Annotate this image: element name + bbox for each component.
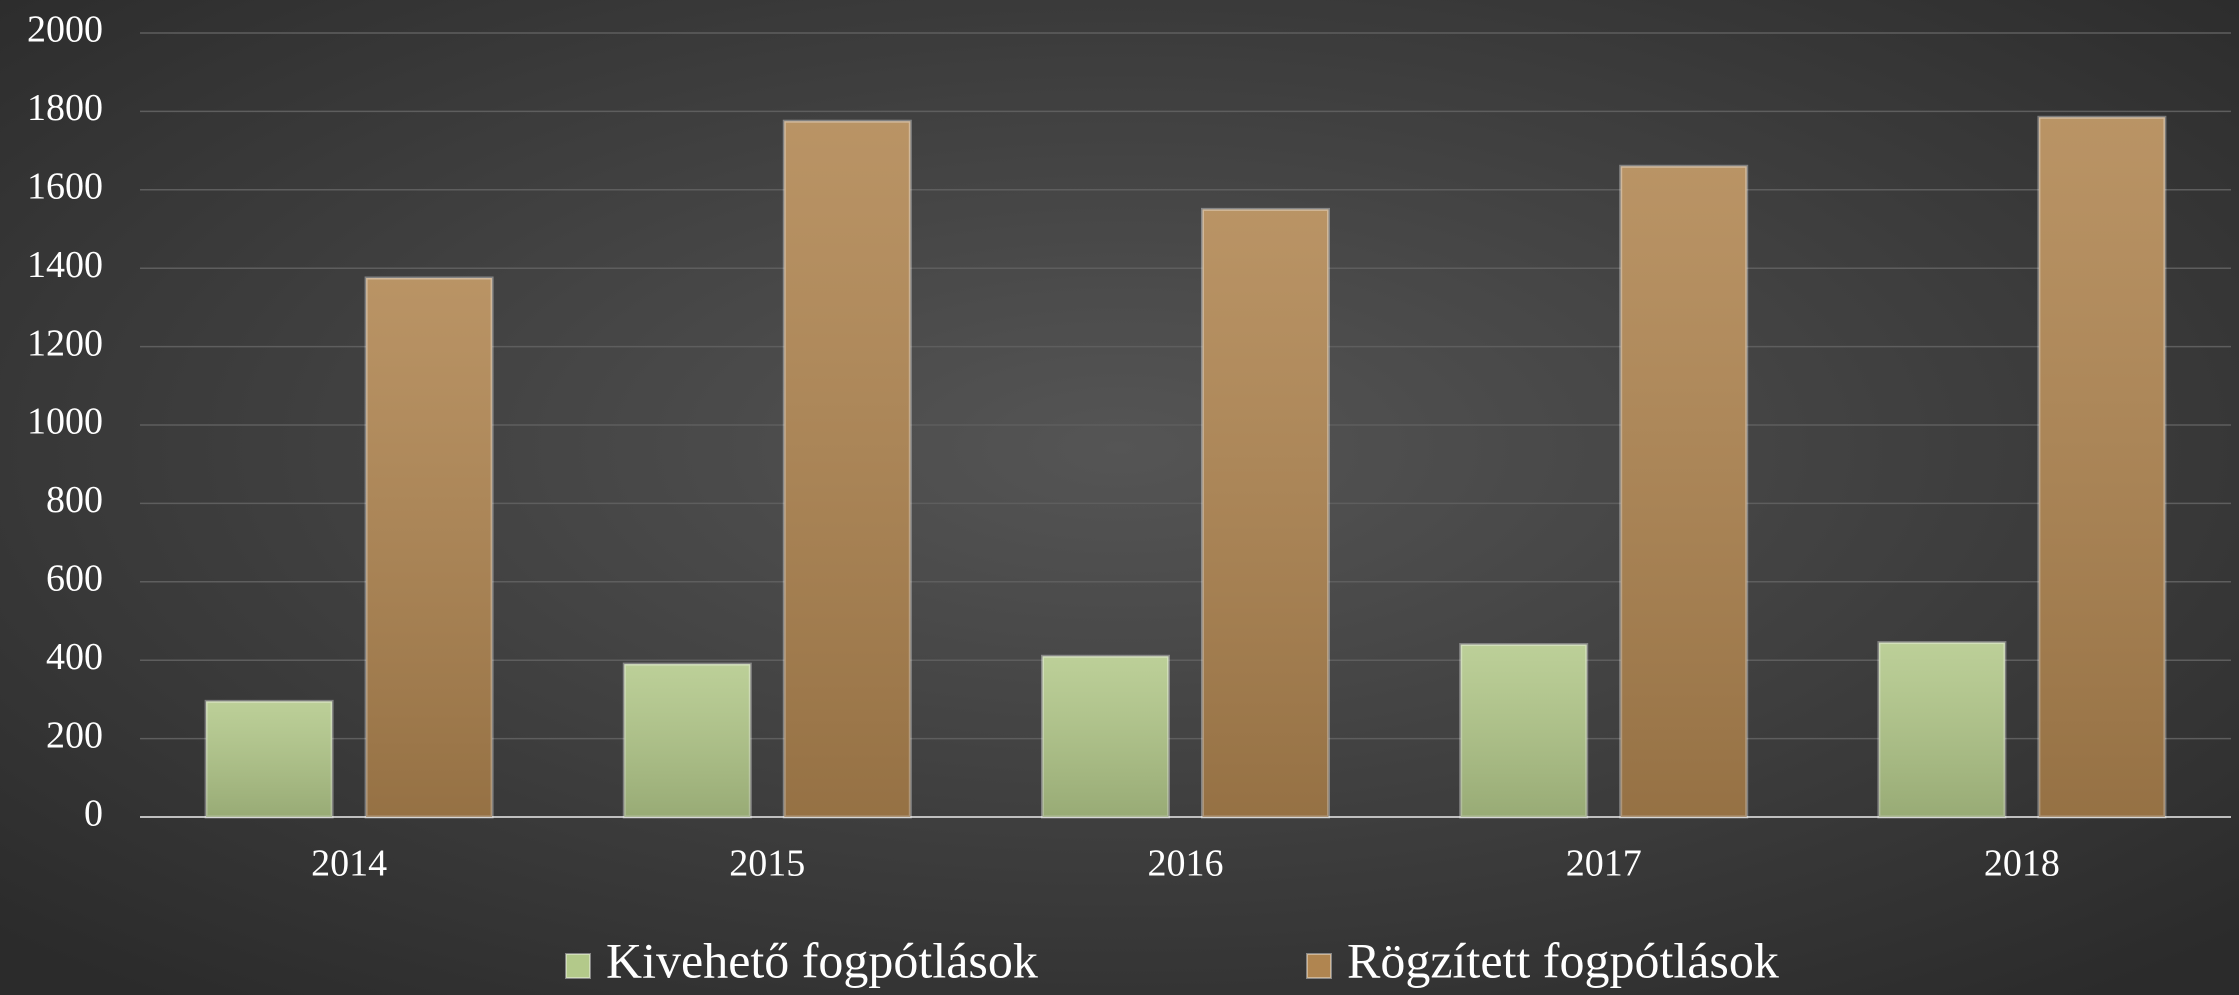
legend-label: Rögzített fogpótlások: [1347, 932, 1779, 988]
bar: [364, 276, 494, 819]
bar: [2037, 115, 2167, 819]
y-tick-label: 1000: [27, 401, 103, 443]
bar: [204, 699, 334, 819]
y-tick-label: 1400: [27, 244, 103, 286]
bar: [1459, 643, 1589, 819]
bar: [1877, 641, 2007, 819]
legend-swatch: [565, 953, 591, 979]
legend-swatch: [1306, 953, 1332, 979]
y-tick-label: 200: [46, 714, 103, 756]
bar: [622, 662, 752, 819]
y-tick-label: 2000: [27, 9, 103, 51]
y-tick-label: 0: [84, 793, 103, 835]
x-tick-label: 2018: [1984, 843, 2060, 885]
x-tick-label: 2015: [729, 843, 805, 885]
y-tick-label: 1600: [27, 166, 103, 208]
y-tick-label: 1800: [27, 87, 103, 129]
y-tick-label: 800: [46, 479, 103, 521]
y-tick-label: 400: [46, 636, 103, 678]
bar: [1041, 654, 1170, 819]
x-tick-label: 2014: [311, 843, 387, 885]
bar: [1201, 207, 1330, 819]
y-tick-label: 1200: [27, 322, 103, 364]
bar: [782, 119, 912, 819]
x-tick-label: 2016: [1148, 843, 1224, 885]
x-tick-label: 2017: [1566, 843, 1642, 885]
legend-label: Kivehető fogpótlások: [606, 932, 1038, 988]
y-tick-label: 600: [46, 558, 103, 600]
bar: [1619, 164, 1749, 819]
